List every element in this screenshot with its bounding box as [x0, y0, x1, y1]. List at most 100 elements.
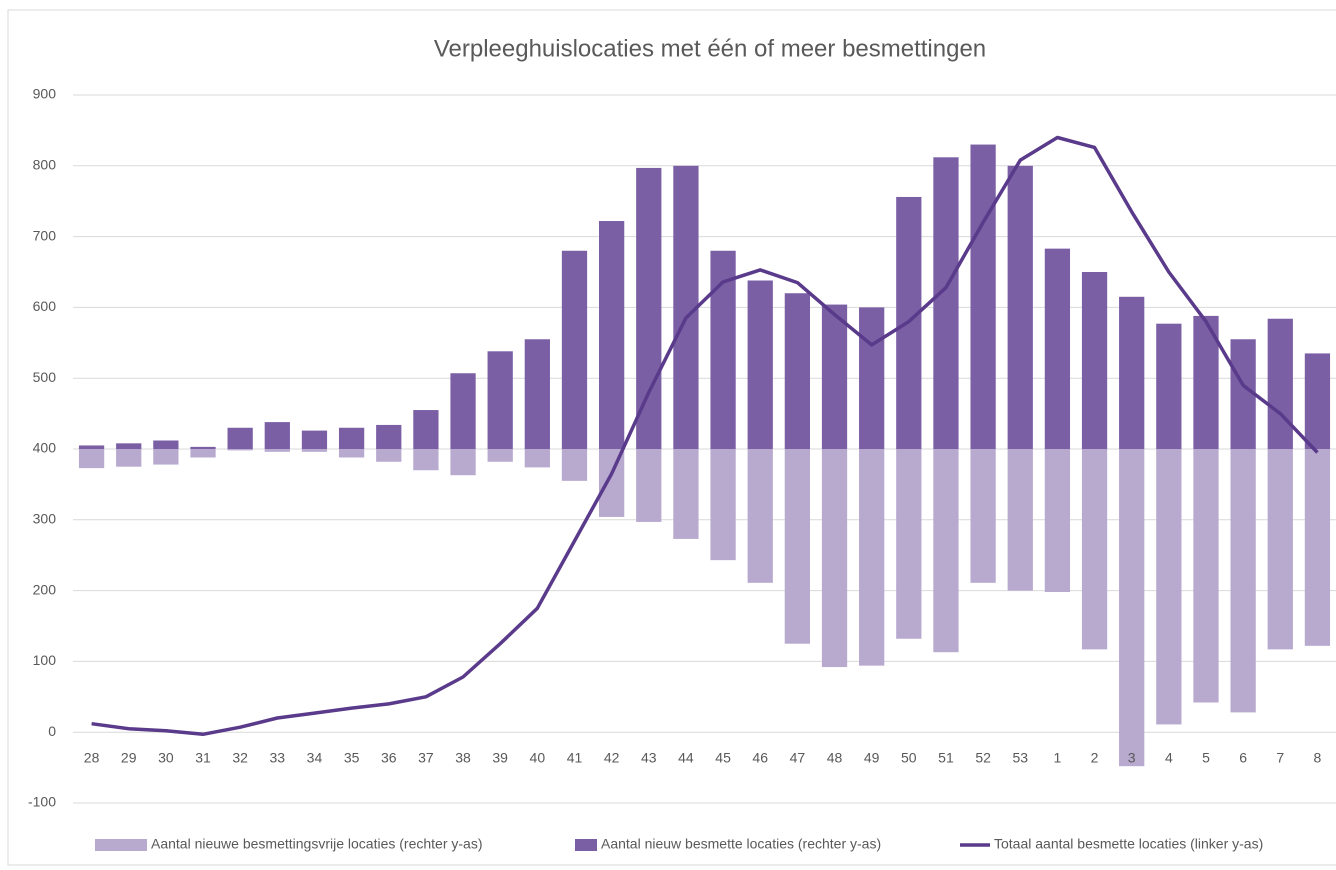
y-tick-label: 900	[33, 86, 57, 102]
bar	[1230, 339, 1256, 449]
x-tick-label: 49	[864, 750, 880, 766]
x-tick-label: 1	[1053, 750, 1061, 766]
x-tick-label: 31	[195, 750, 211, 766]
bar	[747, 280, 773, 449]
bar	[1007, 165, 1033, 450]
bar	[1081, 449, 1108, 650]
bar	[599, 449, 625, 517]
y-tick-label: 700	[33, 227, 57, 243]
x-tick-label: 35	[344, 750, 360, 766]
y-tick-label: 400	[33, 440, 57, 456]
y-tick-label: -100	[28, 794, 56, 810]
bar	[1044, 449, 1071, 593]
bar	[896, 449, 922, 639]
x-tick-label: 51	[938, 750, 954, 766]
y-tick-label: 0	[48, 723, 56, 739]
x-tick-label: 33	[270, 750, 286, 766]
x-tick-label: 34	[307, 750, 323, 766]
bar	[636, 167, 662, 449]
y-tick-label: 600	[33, 298, 57, 314]
y-tick-label: 300	[33, 511, 57, 527]
x-tick-label: 42	[604, 750, 620, 766]
bar	[970, 449, 996, 583]
x-tick-label: 52	[975, 750, 991, 766]
legend-label: Aantal nieuwe besmettingsvrije locaties …	[151, 836, 482, 852]
x-tick-label: 5	[1202, 750, 1210, 766]
bar	[116, 443, 142, 449]
legend-swatch	[95, 839, 147, 851]
bar	[821, 449, 848, 668]
bar	[338, 427, 365, 449]
bar	[376, 424, 402, 449]
bar	[561, 250, 588, 449]
x-tick-label: 29	[121, 750, 137, 766]
bar	[1081, 272, 1108, 449]
bar	[933, 449, 959, 653]
chart-border	[7, 9, 1336, 866]
bar	[1230, 449, 1256, 713]
legend-label: Aantal nieuw besmette locaties (rechter …	[601, 836, 881, 852]
bar	[301, 449, 328, 452]
bar	[227, 427, 253, 449]
x-tick-label: 8	[1314, 750, 1322, 766]
bar	[1304, 449, 1331, 646]
bar	[487, 351, 513, 449]
x-tick-label: 32	[232, 750, 248, 766]
bar	[1193, 449, 1219, 703]
bar	[264, 422, 290, 449]
bar	[859, 307, 885, 449]
x-tick-label: 6	[1239, 750, 1247, 766]
bar	[1156, 449, 1182, 725]
x-tick-label: 38	[455, 750, 471, 766]
bar	[264, 449, 290, 452]
x-tick-label: 44	[678, 750, 694, 766]
x-tick-label: 4	[1165, 750, 1173, 766]
bar	[338, 449, 365, 458]
y-tick-label: 800	[33, 157, 57, 173]
bar	[1304, 353, 1331, 449]
bar	[227, 449, 253, 451]
bar	[784, 293, 810, 449]
bar	[487, 449, 513, 462]
bar	[78, 449, 105, 469]
bar	[1267, 318, 1293, 449]
x-tick-label: 37	[418, 750, 434, 766]
bar	[413, 410, 439, 449]
x-tick-label: 43	[641, 750, 657, 766]
x-tick-label: 47	[790, 750, 806, 766]
bar	[784, 449, 810, 644]
x-tick-label: 36	[381, 750, 397, 766]
bar	[1267, 449, 1293, 650]
bar	[524, 449, 550, 468]
legend-label: Totaal aantal besmette locaties (linker …	[994, 836, 1263, 852]
x-tick-label: 28	[84, 750, 100, 766]
y-tick-label: 500	[33, 369, 57, 385]
x-tick-label: 30	[158, 750, 174, 766]
bar	[1156, 323, 1182, 449]
line	[91, 135, 1319, 737]
bar	[301, 430, 328, 449]
chart-title: Verpleeghuislocaties met één of meer bes…	[434, 35, 986, 62]
bar	[524, 339, 550, 449]
x-tick-label: 53	[1012, 750, 1028, 766]
bar	[1119, 449, 1145, 767]
bar	[859, 449, 885, 666]
bar	[561, 449, 588, 481]
bar	[1044, 248, 1071, 449]
y-tick-label: 100	[33, 652, 57, 668]
bar	[970, 144, 996, 449]
x-tick-label: 41	[567, 750, 583, 766]
bar	[450, 373, 476, 449]
bar	[673, 449, 699, 539]
bar	[821, 304, 848, 449]
bar	[376, 449, 402, 462]
bar	[153, 440, 179, 449]
bar	[599, 221, 625, 449]
bar	[153, 449, 179, 465]
x-tick-label: 45	[715, 750, 731, 766]
bar	[78, 445, 105, 449]
x-tick-label: 48	[827, 750, 843, 766]
x-tick-label: 2	[1091, 750, 1099, 766]
x-tick-label: 40	[530, 750, 546, 766]
